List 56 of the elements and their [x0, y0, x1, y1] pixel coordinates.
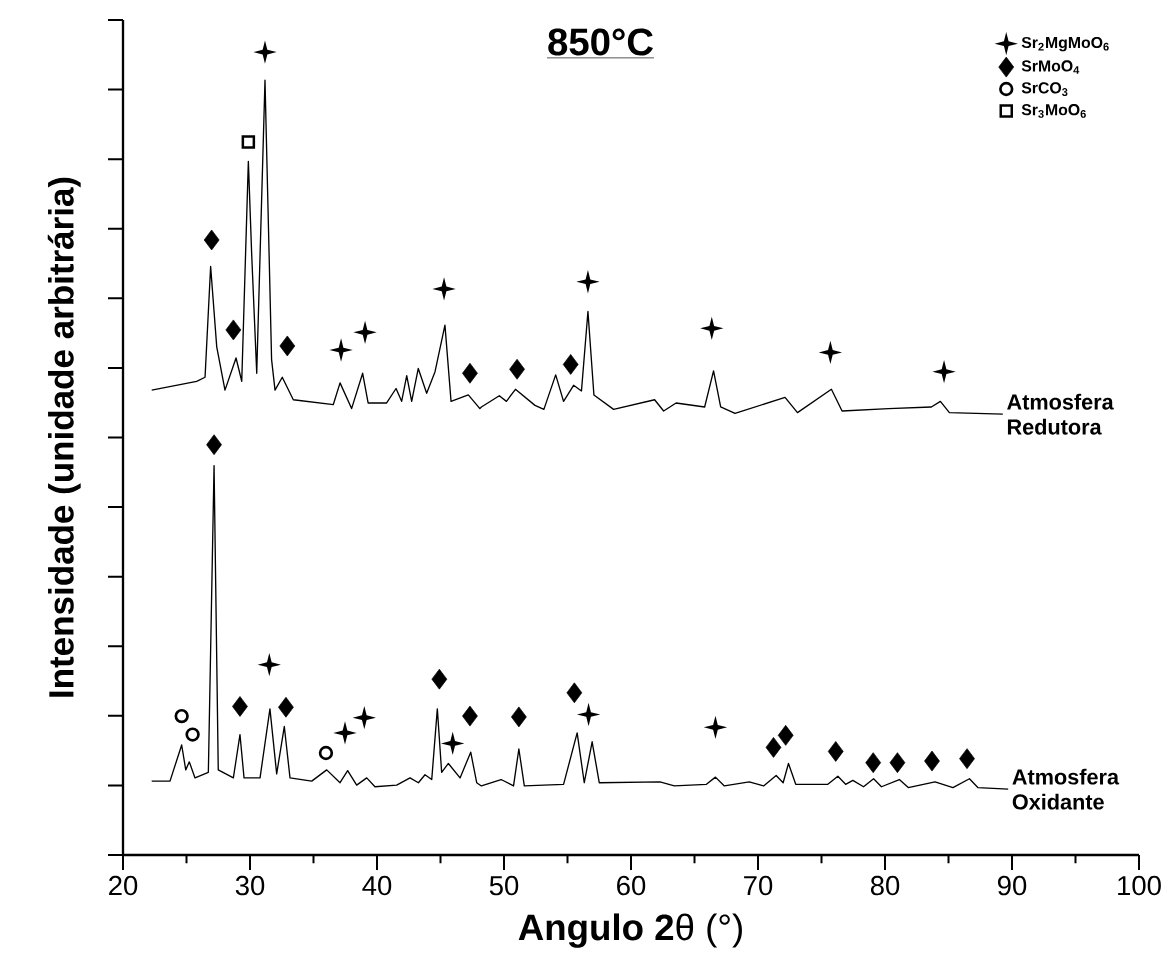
- point: [562, 354, 579, 375]
- x-tick-label: 20: [109, 875, 138, 896]
- point: [462, 705, 478, 727]
- point: [318, 745, 334, 761]
- point: [441, 731, 465, 756]
- x-axis-title: Angulo 2θ (°): [518, 913, 742, 948]
- point: [576, 270, 600, 294]
- point: [431, 668, 448, 690]
- point: [566, 682, 583, 704]
- point: [232, 696, 248, 717]
- x-tick-label: 70: [744, 875, 773, 896]
- point: [889, 752, 906, 773]
- point: [700, 316, 724, 340]
- point: [703, 715, 728, 739]
- series-label: Atmosfera Redutora: [1007, 393, 1114, 435]
- point: [777, 725, 794, 746]
- point: [333, 721, 357, 745]
- legend-label: Sr$_{2}$MgMoO$_{6}$: [1021, 36, 1109, 52]
- point: [576, 702, 601, 727]
- point: [206, 434, 222, 456]
- point: [279, 335, 296, 357]
- point: [932, 359, 956, 384]
- chart-title: 850°C: [548, 28, 653, 56]
- x-tick-label: 50: [489, 875, 519, 896]
- y-axis-title: Intensidade (unidade arbitrária): [47, 177, 81, 697]
- point: [329, 338, 353, 362]
- point: [174, 708, 189, 724]
- x-tick-label: 100: [1118, 875, 1161, 896]
- point: [432, 277, 456, 301]
- point: [185, 727, 200, 742]
- point: [203, 229, 220, 251]
- point: [352, 706, 376, 730]
- x-tick-label: 40: [362, 875, 392, 896]
- point: [959, 748, 975, 769]
- legend-label: Sr$_{3}$MoO$_{6}$: [1021, 104, 1086, 118]
- x-tick-label: 60: [617, 875, 646, 896]
- legend-label: SrMoO$_{4}$: [1021, 60, 1080, 74]
- x-tick-label: 80: [870, 875, 900, 896]
- point: [462, 362, 478, 384]
- point: [241, 135, 256, 149]
- point: [765, 737, 782, 758]
- legend-label: SrCO$_{3}$: [1021, 82, 1068, 96]
- point: [924, 750, 940, 772]
- point: [225, 319, 242, 341]
- point: [278, 696, 294, 718]
- point: [818, 340, 843, 365]
- point: [257, 653, 281, 677]
- x-tick-label: 90: [997, 875, 1027, 896]
- point: [509, 358, 525, 380]
- point: [511, 706, 527, 728]
- point: [827, 741, 844, 762]
- x-tick-label: 30: [235, 875, 265, 896]
- point: [865, 752, 882, 773]
- point: [353, 320, 377, 344]
- series-label: Atmosfera Oxidante: [1012, 768, 1120, 810]
- point: [253, 40, 277, 64]
